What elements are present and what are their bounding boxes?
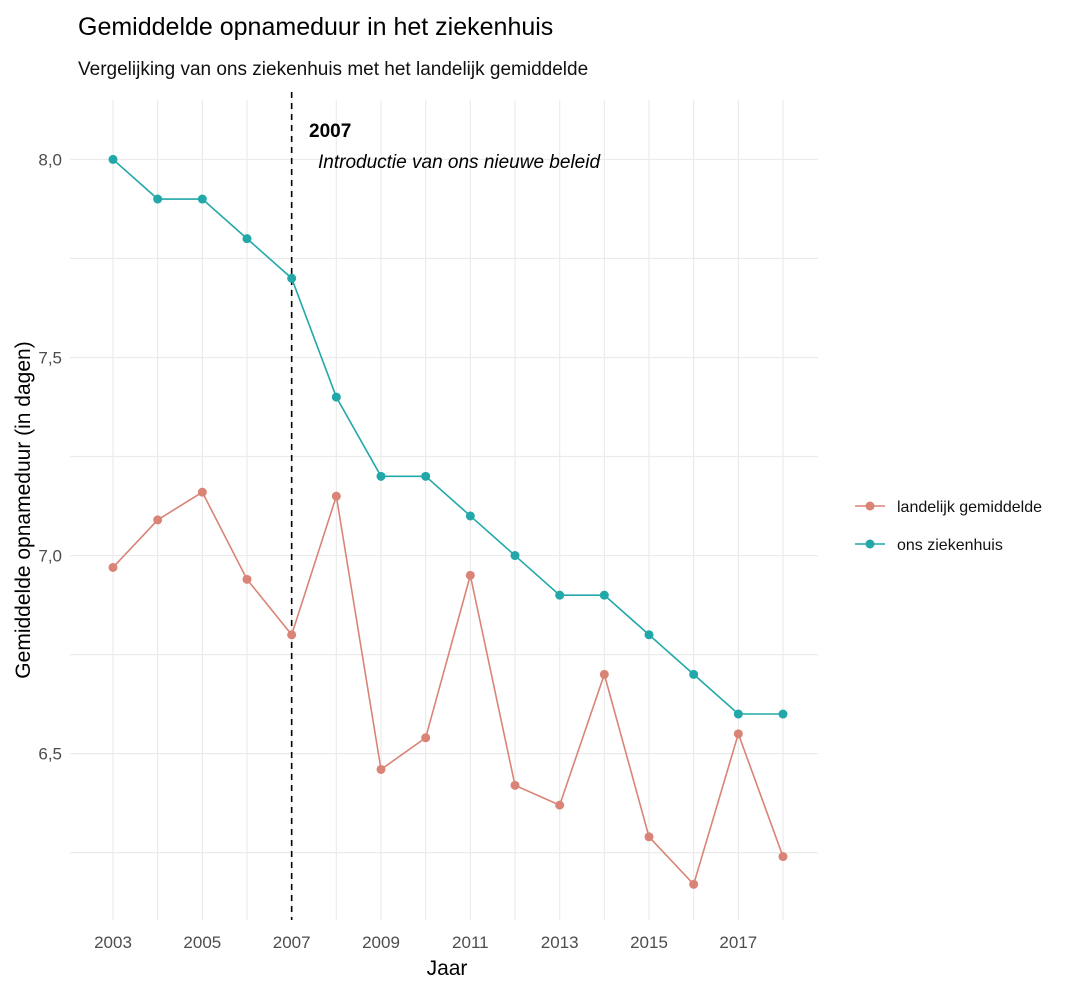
data-point — [644, 832, 654, 842]
data-point — [465, 570, 475, 580]
y-axis-label: Gemiddelde opnameduur (in dagen) — [12, 341, 35, 678]
x-tick-label: 2017 — [719, 933, 757, 952]
data-point — [644, 630, 654, 640]
data-point — [108, 154, 118, 164]
data-point — [376, 471, 386, 481]
data-point — [108, 562, 118, 572]
legend-key-point — [865, 501, 875, 511]
x-tick-label: 2015 — [630, 933, 668, 952]
legend-label: ons ziekenhuis — [897, 537, 1003, 554]
y-tick-label: 7,5 — [38, 348, 62, 367]
legend-label: landelijk gemiddelde — [897, 499, 1042, 516]
series-line — [112, 491, 784, 886]
data-point — [421, 733, 431, 743]
data-point — [599, 669, 609, 679]
data-point — [510, 551, 520, 561]
chart-title: Gemiddelde opnameduur in het ziekenhuis — [78, 13, 553, 41]
x-tick-label: 2005 — [183, 933, 221, 952]
grid — [70, 100, 818, 920]
x-tick-label: 2009 — [362, 933, 400, 952]
data-point — [733, 729, 743, 739]
data-point — [331, 392, 341, 402]
data-point — [599, 590, 609, 600]
data-point — [778, 709, 788, 719]
data-point — [376, 764, 386, 774]
series-line — [112, 158, 783, 715]
annotation-year: 2007 — [309, 121, 351, 142]
annotation-text: Introductie van ons nieuwe beleid — [318, 152, 601, 173]
y-tick-label: 8,0 — [38, 150, 62, 169]
data-point — [733, 709, 743, 719]
data-point — [153, 515, 163, 525]
x-tick-label: 2003 — [94, 933, 132, 952]
data-point — [197, 487, 207, 497]
chart-subtitle: Vergelijking van ons ziekenhuis met het … — [78, 59, 588, 80]
data-point — [689, 669, 699, 679]
data-point — [421, 471, 431, 481]
y-tick-label: 7,0 — [38, 547, 62, 566]
x-tick-label: 2013 — [541, 933, 579, 952]
series — [108, 154, 788, 889]
data-point — [331, 491, 341, 501]
data-point — [242, 234, 252, 244]
data-point — [197, 194, 207, 204]
data-point — [778, 852, 788, 862]
data-point — [555, 800, 565, 810]
x-ticks: 2003 2005 2007 2009 2011 2013 2015 2017 — [94, 933, 757, 952]
series-landelijk-gemiddelde — [108, 487, 788, 889]
legend-key-point — [865, 539, 875, 549]
y-tick-label: 6,5 — [38, 745, 62, 764]
data-point — [555, 590, 565, 600]
data-point — [153, 194, 163, 204]
y-ticks: 6,5 7,0 7,5 8,0 — [38, 150, 62, 763]
series-ons-ziekenhuis — [108, 154, 788, 719]
data-point — [242, 574, 252, 584]
data-point — [689, 879, 699, 889]
data-point — [510, 780, 520, 790]
data-point — [287, 630, 297, 640]
x-tick-label: 2007 — [273, 933, 311, 952]
data-point — [287, 273, 297, 283]
x-tick-label: 2011 — [452, 933, 489, 952]
data-point — [465, 511, 475, 521]
x-axis-label: Jaar — [427, 957, 468, 980]
legend: landelijk gemiddelde ons ziekenhuis — [855, 499, 1042, 554]
